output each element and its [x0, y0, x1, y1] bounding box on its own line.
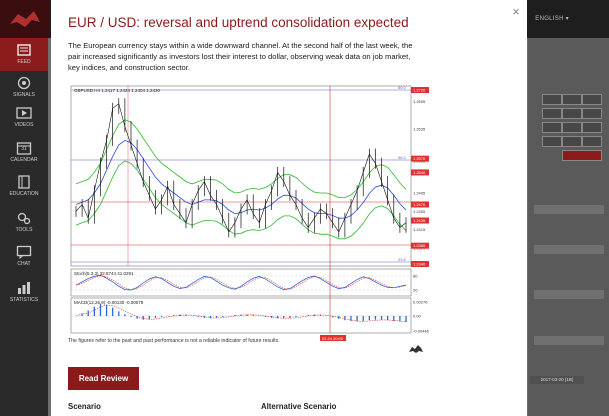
bollinger-lower-line [75, 160, 407, 240]
sidebar-item-label: SIGNALS [13, 92, 35, 98]
price-tick-label: 1.2455 [413, 209, 426, 214]
panel-button[interactable] [562, 94, 582, 105]
panel-button[interactable] [582, 108, 602, 119]
language-selector[interactable]: ENGLISH ▾ [535, 16, 569, 22]
panel-button[interactable] [542, 122, 562, 133]
macd-series [75, 303, 407, 323]
price-level-label: 1.2470 [413, 202, 426, 207]
stoch-signal-line [75, 275, 407, 291]
stochastic-series [75, 274, 407, 291]
modal-title: EUR / USD: reversal and uptrend consolid… [68, 15, 409, 30]
sidebar-item-tools[interactable]: TOOLS [0, 211, 48, 233]
price-level-label: 1.2435 [413, 218, 426, 223]
fib-level-label: 23.6 [398, 257, 407, 262]
price-level-box [411, 242, 429, 249]
chat-icon [16, 245, 32, 260]
scenario-heading: Scenario [68, 402, 101, 411]
video-icon [16, 106, 32, 120]
sidebar: FEED SIGNALS VIDEOS 31 CALENDAR EDUCATIO… [0, 38, 48, 416]
sidebar-item-label: VIDEOS [14, 122, 34, 128]
panel-button[interactable] [562, 108, 582, 119]
calendar-day: 31 [21, 146, 27, 152]
price-level-label: 1.2570 [413, 156, 426, 161]
date-marker-label: 02.24 20:00 [322, 336, 344, 341]
panel-button[interactable] [562, 136, 582, 147]
sidebar-item-label: TOOLS [15, 227, 33, 233]
alternative-scenario-heading: Alternative Scenario [261, 402, 337, 411]
price-level-box [411, 261, 429, 267]
panel-action-button[interactable] [562, 150, 602, 161]
book-icon [16, 175, 32, 189]
chart-axis-labels: 1.26951.26351.25651.24951.24551.24151.23… [398, 85, 430, 334]
tools-icon [16, 211, 32, 225]
fib-level-label: 38.2 [398, 155, 407, 160]
price-level-box [411, 87, 429, 93]
sidebar-item-feed[interactable]: FEED [0, 38, 48, 71]
date-marker [320, 335, 346, 341]
panel-button[interactable] [582, 136, 602, 147]
sidebar-item-label: FEED [17, 59, 31, 65]
panel-row [534, 336, 604, 345]
disclaimer-text: The figures refer to the past and past p… [68, 338, 280, 344]
macd-tick-label: 0.00276 [413, 300, 428, 305]
panel-button[interactable] [582, 122, 602, 133]
panel-button[interactable] [562, 122, 582, 133]
sidebar-item-chat[interactable]: CHAT [0, 245, 48, 267]
chart-title: GBPUSD.H4 1.2417 1.2424 1.2404 1.2430 [74, 88, 161, 93]
panel-button[interactable] [582, 94, 602, 105]
price-tick-label: 1.2695 [413, 99, 426, 104]
signals-icon [16, 76, 32, 90]
statistics-icon [16, 281, 32, 295]
price-chart: 1.26951.26351.25651.24951.24551.24151.23… [68, 84, 430, 341]
price-level-box [411, 155, 429, 162]
bull-logo-icon [408, 342, 424, 354]
sidebar-item-label: STATISTICS [9, 297, 39, 303]
stoch-tick-label: 20 [413, 288, 418, 293]
panel-row [534, 290, 604, 299]
sidebar-item-label: EDUCATION [9, 191, 39, 197]
sidebar-item-education[interactable]: EDUCATION [0, 175, 48, 197]
price-level-label: 1.2720 [413, 88, 426, 93]
macd-signal-line [75, 304, 407, 322]
review-modal: × EUR / USD: reversal and uptrend consol… [51, 0, 527, 416]
read-review-button[interactable]: Read Review [68, 367, 139, 390]
timestamp: 2017-03-20 (1B) [530, 376, 584, 384]
panel-button[interactable] [542, 108, 562, 119]
language-label: ENGLISH [535, 16, 564, 22]
panel-button[interactable] [542, 94, 562, 105]
price-level-label: 1.2340 [413, 262, 426, 267]
sidebar-item-label: CALENDAR [10, 157, 38, 163]
price-level-label: 1.2540 [413, 170, 426, 175]
modal-description: The European currency stays within a wid… [68, 41, 413, 72]
calendar-icon: 31 [16, 141, 32, 155]
sidebar-item-videos[interactable]: VIDEOS [0, 106, 48, 128]
brand-logo[interactable] [0, 0, 50, 38]
sidebar-item-signals[interactable]: SIGNALS [0, 76, 48, 98]
feed-icon [16, 43, 32, 57]
close-icon[interactable]: × [512, 4, 520, 19]
price-level-box [411, 201, 429, 208]
panel-button[interactable] [542, 136, 562, 147]
panel-row [534, 245, 604, 254]
macd-tick-label: 0.00 [413, 314, 422, 319]
price-level-box [411, 169, 429, 176]
price-tick-label: 1.2635 [413, 126, 426, 131]
price-level-box [411, 217, 429, 224]
price-series [75, 98, 407, 240]
sidebar-item-label: CHAT [17, 261, 31, 267]
price-line [75, 103, 407, 233]
chart-canvas: 1.26951.26351.25651.24951.24551.24151.23… [68, 84, 430, 341]
stoch-label: Stoch(5,3,3) 32.8744 41.0291 [74, 271, 134, 276]
price-level-label: 1.2380 [413, 243, 426, 248]
panel-row [534, 205, 604, 214]
macd-tick-label: -0.00446 [413, 329, 430, 334]
right-panel [528, 38, 609, 416]
macd-label: MACD(12,26,9) -0.00130 -0.00079 [74, 300, 144, 305]
fib-level-label: 50.0 [398, 85, 407, 90]
price-tick-label: 1.2495 [413, 191, 426, 196]
sidebar-item-statistics[interactable]: STATISTICS [0, 281, 48, 303]
sidebar-item-calendar[interactable]: 31 CALENDAR [0, 141, 48, 163]
price-tick-label: 1.2415 [413, 227, 426, 232]
stoch-tick-label: 80 [413, 274, 418, 279]
